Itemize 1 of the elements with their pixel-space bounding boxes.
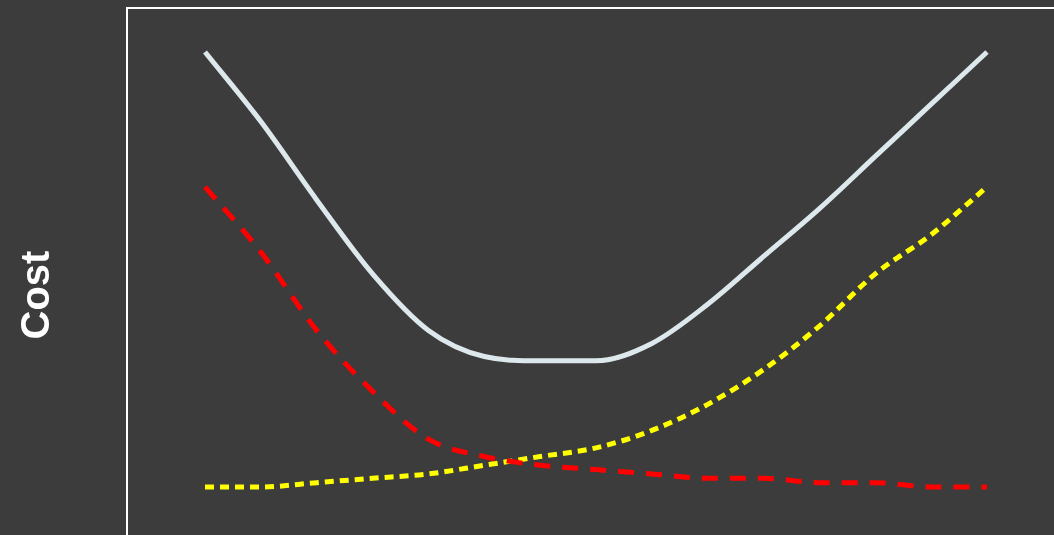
y-axis-title: Cost bbox=[12, 250, 58, 340]
